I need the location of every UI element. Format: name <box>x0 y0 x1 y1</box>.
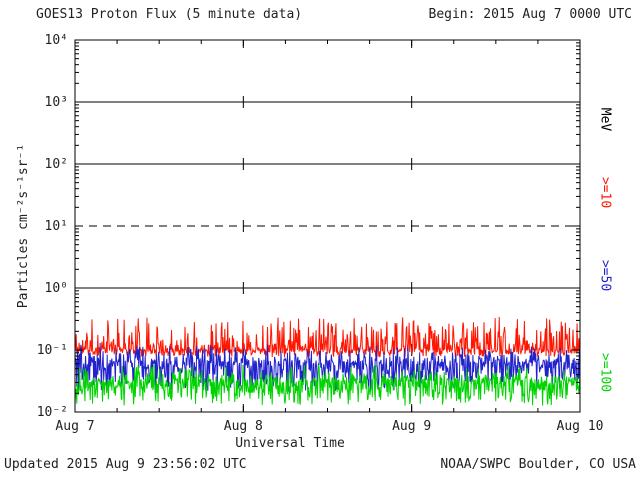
y-axis-label: Particles cm⁻²s⁻¹sr⁻¹ <box>16 143 31 309</box>
y-tick-label: 10¹ <box>45 219 68 234</box>
y-tick-label: 10² <box>45 157 68 172</box>
flux-series <box>74 317 581 406</box>
y-tick-label: 10⁻² <box>37 405 68 420</box>
x-tick-label: Aug 10 <box>557 419 604 434</box>
x-tick-label: Aug 9 <box>392 419 431 434</box>
grid-lines <box>75 40 580 412</box>
series-protons-50-mev <box>74 342 581 392</box>
y-tick-label: 10⁴ <box>45 33 68 48</box>
y-tick-label: 10⁻¹ <box>37 343 68 358</box>
updated-timestamp: Updated 2015 Aug 9 23:56:02 UTC <box>4 457 247 472</box>
axis-ticks: 10⁻² 10⁻¹ 10⁰ 10¹ 10² 10³ 10⁴ Aug 7 Aug 8 Aug 9 Au… <box>37 33 604 434</box>
series-protons-10-mev <box>74 317 581 359</box>
right-axis-label-ge10: >=10 <box>597 176 613 209</box>
y-tick-label: 10³ <box>45 95 68 110</box>
series-protons-100-mev <box>74 364 581 406</box>
chart-title: GOES13 Proton Flux (5 minute data) <box>36 7 303 22</box>
credit-label: NOAA/SWPC Boulder, CO USA <box>440 457 636 472</box>
x-tick-label: Aug 7 <box>55 419 94 434</box>
x-axis-label: Universal Time <box>235 436 345 451</box>
y-tick-label: 10⁰ <box>45 281 68 296</box>
begin-time-label: Begin: 2015 Aug 7 0000 UTC <box>428 7 633 22</box>
right-axis-label-ge50: >=50 <box>597 259 613 292</box>
right-axis-label-ge100: >=100 <box>597 352 613 393</box>
x-tick-label: Aug 8 <box>224 419 263 434</box>
